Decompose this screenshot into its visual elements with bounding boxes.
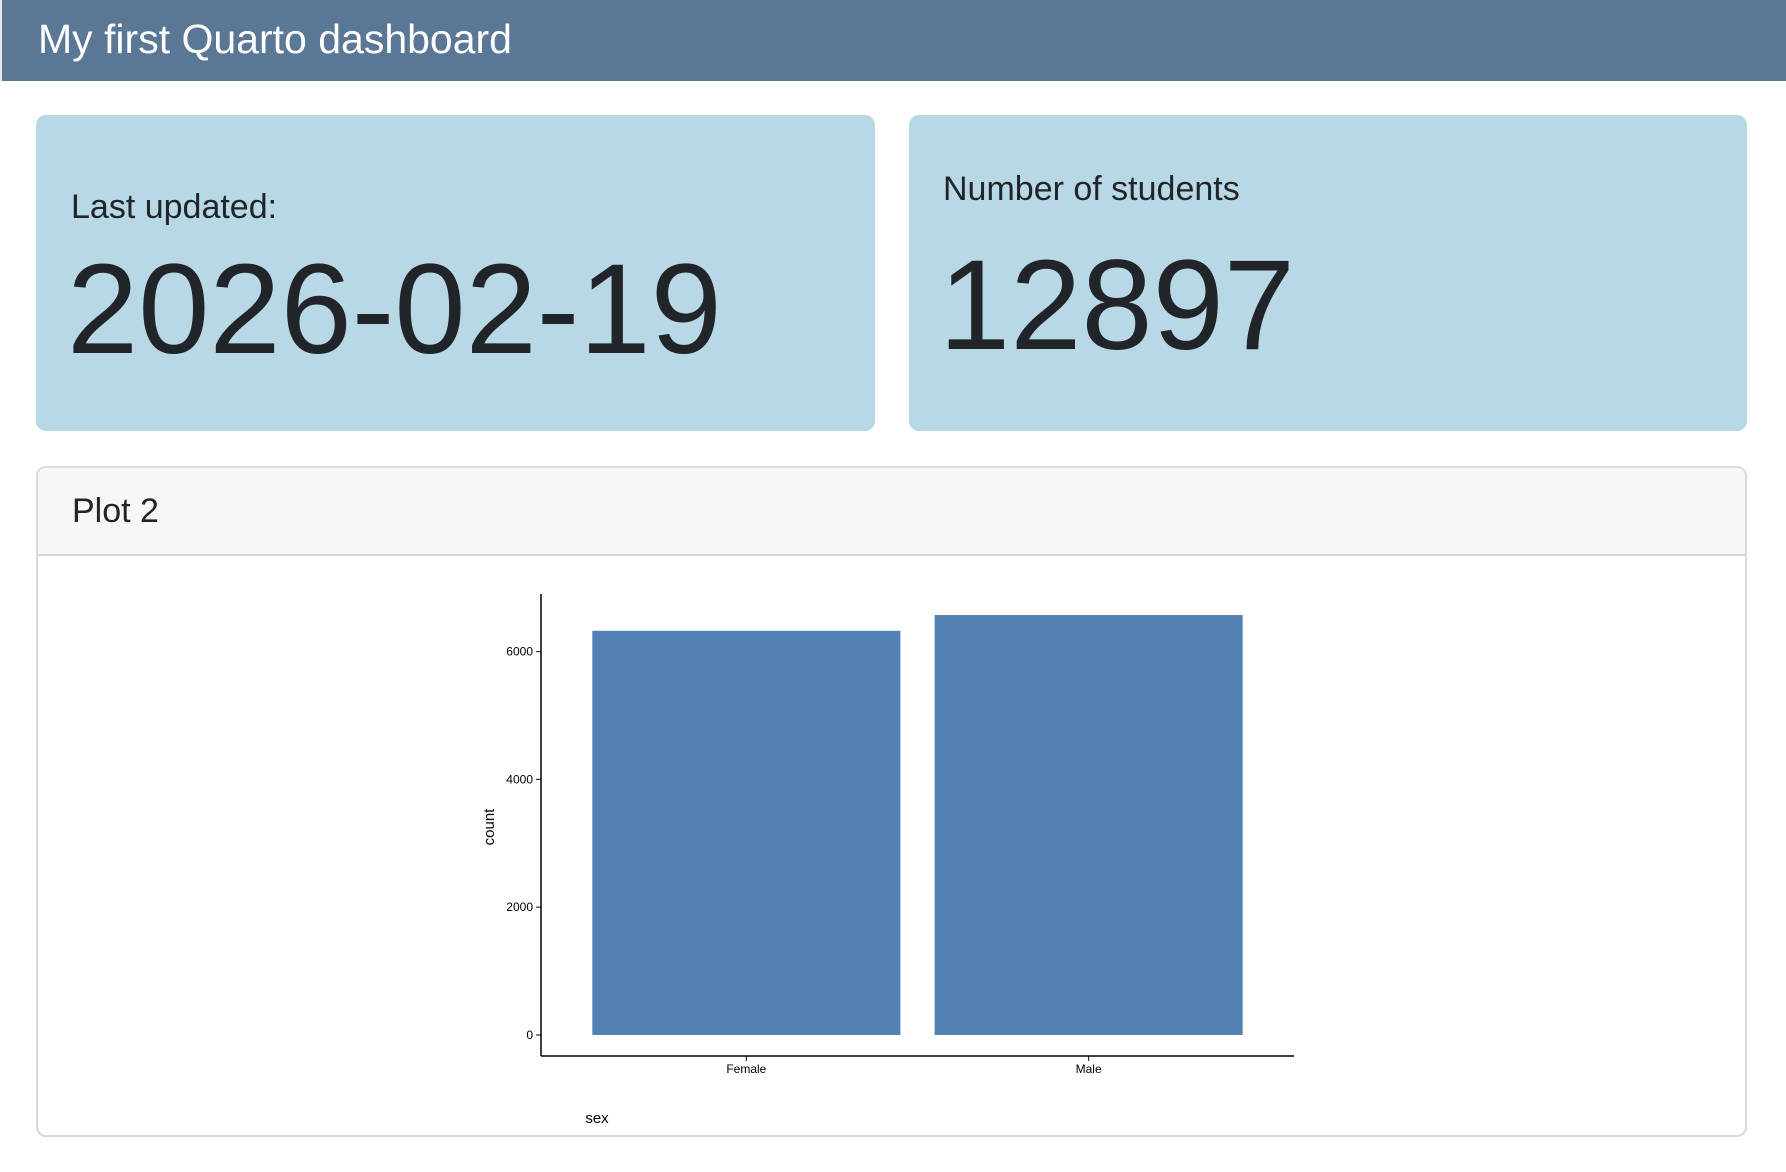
card-title: Plot 2 bbox=[72, 492, 159, 530]
value-box-value: 12897 bbox=[939, 234, 1295, 377]
x-tick-label: Male bbox=[1076, 1062, 1102, 1076]
bar bbox=[934, 615, 1243, 1035]
value-box: Number of students 12897 bbox=[909, 115, 1747, 431]
dashboard-title: My first Quarto dashboard bbox=[38, 16, 512, 62]
chart: sex count Female Male 0 2000 4000 6000 bbox=[481, 594, 1294, 1127]
x-axis-label: sex bbox=[585, 1110, 609, 1127]
y-tick-label: 2000 bbox=[506, 900, 533, 914]
value-box-label: Number of students bbox=[943, 170, 1240, 208]
y-tick-label: 0 bbox=[526, 1028, 533, 1042]
value-box: Last updated: 2026-02-19 bbox=[36, 115, 875, 431]
value-box-label: Last updated: bbox=[71, 188, 278, 226]
card: Plot 2 sex count Female Male 0 2000 4000 6000 bbox=[36, 466, 1747, 1137]
x-tick-label: Female bbox=[726, 1062, 766, 1076]
y-axis-label: count bbox=[481, 808, 498, 846]
bar bbox=[592, 630, 901, 1035]
value-box-value: 2026-02-19 bbox=[67, 238, 722, 381]
navbar: My first Quarto dashboard bbox=[0, 0, 1786, 81]
card-header: Plot 2 bbox=[38, 468, 1745, 556]
y-tick-label: 4000 bbox=[506, 772, 533, 786]
y-tick-label: 6000 bbox=[506, 645, 533, 659]
